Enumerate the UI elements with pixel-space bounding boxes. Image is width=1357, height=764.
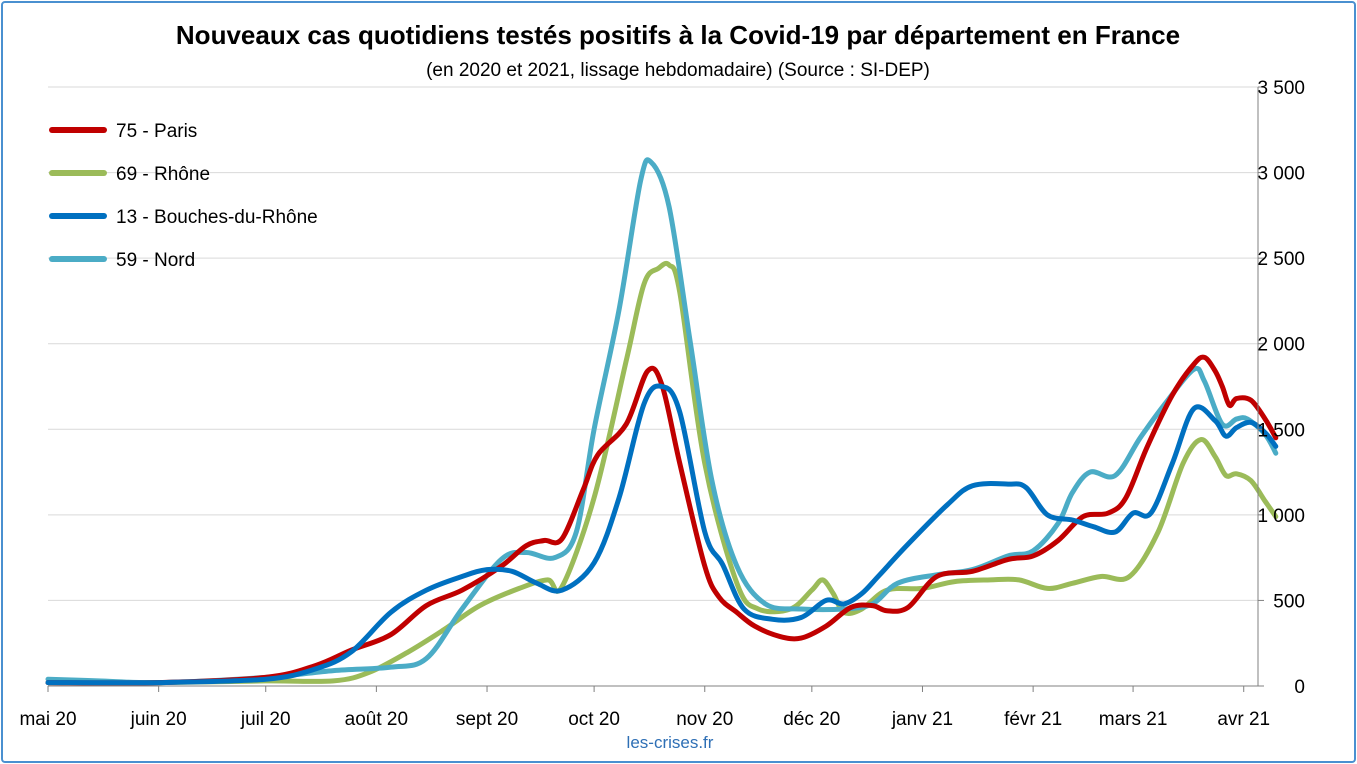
y-tick-label: 2 000: [1257, 335, 1305, 356]
source-footer: les-crises.fr: [627, 733, 714, 752]
series-lines: [45, 157, 1279, 686]
x-tick-label: mai 20: [19, 709, 76, 730]
gridlines: [48, 86, 1258, 601]
legend-label: 75 - Paris: [116, 121, 197, 142]
y-tick-label: 500: [1273, 591, 1305, 612]
y-tick-label: 2 500: [1257, 249, 1305, 270]
series-line-13-bouches-du-rhone: [45, 383, 1279, 686]
legend-label: 69 - Rhône: [116, 164, 210, 185]
x-tick-label: déc 20: [783, 709, 840, 730]
legend-label: 59 - Nord: [116, 250, 195, 271]
x-tick-label: mars 21: [1099, 709, 1168, 730]
y-tick-label: 1 500: [1257, 420, 1305, 441]
y-tick-label: 0: [1294, 677, 1305, 698]
x-tick-label: sept 20: [456, 709, 518, 730]
series-line-59-nord: [45, 157, 1279, 686]
axes: 0 500 1 000 1 500 2 000 2 500 3 000 3 500 mai 20…: [19, 78, 1305, 730]
chart-subtitle: (en 2020 et 2021, lissage hebdomadaire) …: [426, 60, 930, 81]
y-tick-label: 3 000: [1257, 164, 1305, 185]
x-tick-label: févr 21: [1004, 709, 1062, 730]
chart-title: Nouveaux cas quotidiens testés positifs …: [176, 20, 1180, 50]
legend-label: 13 - Bouches-du-Rhône: [116, 207, 318, 228]
y-tick-label: 1 000: [1257, 506, 1305, 527]
series-line-75-paris: [45, 354, 1279, 686]
x-tick-label: avr 21: [1217, 709, 1270, 730]
series-line-69-rhone: [45, 260, 1279, 686]
x-tick-label: juin 20: [130, 709, 187, 730]
x-tick-label: août 20: [345, 709, 408, 730]
y-tick-label: 3 500: [1257, 78, 1305, 99]
x-tick-label: janv 21: [891, 709, 953, 730]
legend: 75 - Paris 69 - Rhône 13 - Bouches-du-Rhôn…: [49, 121, 318, 271]
x-tick-label: nov 20: [676, 709, 733, 730]
x-tick-label: oct 20: [568, 709, 620, 730]
x-tick-label: juil 20: [240, 709, 291, 730]
